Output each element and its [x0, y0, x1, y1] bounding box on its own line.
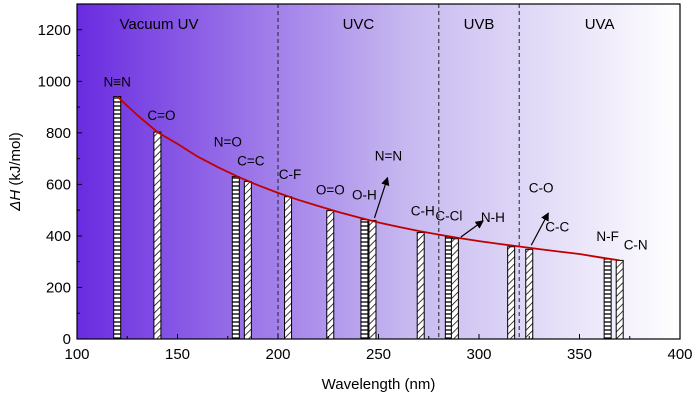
bond-label-N≡N: N≡N	[104, 75, 131, 90]
bond-label-C-Cl: C-Cl	[435, 209, 462, 224]
plot-background	[77, 4, 680, 339]
x-tick-label: 150	[165, 346, 190, 363]
fit-curve-line	[116, 95, 620, 262]
bond-label-N=O: N=O	[214, 135, 242, 150]
region-label: Vacuum UV	[120, 16, 199, 33]
bar-N-H	[450, 238, 459, 340]
bar-N=O	[231, 176, 240, 340]
bond-label-N=N: N=N	[375, 148, 402, 163]
x-tick-label: 250	[366, 346, 391, 363]
bond-labels: N≡N C=O N=O C=C C-F O=O O-H N=N C-H C-Cl N-H C-O C-C…	[104, 75, 648, 253]
x-tick-label: 400	[667, 346, 692, 363]
bond-label-C=O: C=O	[147, 108, 175, 123]
y-tick-label: 800	[46, 125, 71, 142]
bond-label-N-F: N-F	[596, 229, 619, 244]
bond-label-C-C: C-C	[545, 219, 569, 234]
y-axis-ticks: 0 200 400 600 800 1000 1200	[38, 22, 82, 348]
region-label: UVA	[585, 16, 615, 33]
bar-C-C	[525, 248, 534, 340]
label-arrow	[373, 176, 390, 219]
bar-C-N	[615, 259, 624, 340]
x-axis-ticks: 100 150 200 250 300 350 400	[64, 334, 693, 363]
bar-O-H	[360, 219, 369, 340]
bond-label-N-H: N-H	[481, 210, 505, 225]
y-axis-symbol: ΔH	[7, 190, 24, 212]
y-tick-label: 600	[46, 176, 71, 193]
bar-C=O	[153, 131, 162, 340]
bar-C-F	[284, 196, 293, 340]
region-label: UVB	[464, 16, 495, 33]
x-axis-title: Wavelength (nm)	[322, 376, 436, 393]
y-tick-label: 400	[46, 228, 71, 245]
bar-N=N	[368, 219, 377, 340]
bond-label-C-H: C-H	[411, 204, 435, 219]
y-tick-label: 0	[63, 331, 71, 348]
bar-C=C	[243, 181, 252, 340]
label-arrow	[460, 220, 484, 238]
bond-label-O=O: O=O	[316, 183, 345, 198]
bar-O=O	[326, 210, 335, 340]
x-tick-label: 350	[567, 346, 592, 363]
y-axis-unit: (kJ/mol)	[7, 132, 24, 185]
x-tick-label: 100	[64, 346, 89, 363]
x-tick-label: 300	[466, 346, 491, 363]
y-tick-label: 1000	[38, 73, 71, 90]
x-tick-label: 200	[265, 346, 290, 363]
region-labels: Vacuum UV UVC UVB UVA	[120, 16, 615, 33]
bar-N-F	[603, 258, 612, 340]
bond-label-C-O: C-O	[529, 181, 554, 196]
bond-label-C-F: C-F	[279, 167, 302, 182]
bond-label-C-N: C-N	[624, 237, 648, 252]
bar-N≡N	[113, 96, 122, 340]
label-arrow	[530, 212, 549, 246]
y-tick-label: 200	[46, 279, 71, 296]
bar-C-H	[416, 232, 425, 340]
bond-label-C=C: C=C	[237, 154, 265, 169]
y-axis-title: ΔH (kJ/mol)	[7, 132, 24, 211]
bond-label-O-H: O-H	[352, 188, 377, 203]
bar-C-O	[507, 246, 516, 340]
region-label: UVC	[343, 16, 375, 33]
y-tick-label: 1200	[38, 22, 71, 39]
